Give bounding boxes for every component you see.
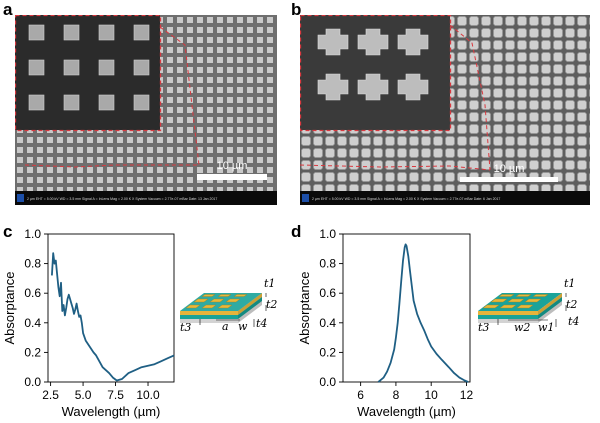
y-tick-label: 0.0 — [319, 375, 336, 389]
scale-bar-b — [460, 177, 558, 182]
scale-bar-label-a: 10 µm — [217, 160, 248, 172]
schematic-label-t4: t4 — [568, 315, 579, 328]
sem-svg-a: 10 µm 2 µm EHT = 5.00 kV WD = 3.5 mm Sig… — [15, 15, 277, 205]
y-axis-label: Absorptance — [2, 272, 17, 345]
chart-c: 0.0 0.2 0.4 0.6 0.8 1.0 2.5 5.0 7.5 10.0 Wavelengt… — [2, 227, 175, 419]
x-tick-label: 8 — [393, 388, 400, 402]
panel-letter-d: d — [291, 222, 302, 241]
y-tick-label: 0.2 — [319, 345, 336, 359]
y-tick-label: 0.2 — [24, 345, 41, 359]
y-tick-label: 0.6 — [24, 286, 41, 300]
y-tick-label: 0.4 — [319, 316, 336, 330]
panel-letter-a: a — [3, 0, 13, 19]
sem-footer-b: 2 µm EHT = 5.00 kV WD = 3.5 mm Signal A … — [312, 197, 500, 201]
scale-bar-a — [197, 174, 267, 180]
y-tick-label: 0.6 — [319, 286, 336, 300]
x-tick-label: 10 — [425, 388, 439, 402]
x-tick-label: 5.0 — [75, 388, 92, 402]
sem-footer-a: 2 µm EHT = 5.00 kV WD = 3.5 mm Signal A … — [27, 197, 217, 201]
schematic-label-t3: t3 — [180, 321, 191, 334]
x-tick-label: 10.0 — [136, 388, 160, 402]
schematic-label-t1: t1 — [264, 277, 275, 290]
schematic-label-t1: t1 — [564, 277, 575, 290]
panel-letter-c: c — [3, 222, 13, 241]
zeiss-logo-icon — [17, 194, 24, 202]
y-tick-label: 0.4 — [24, 316, 41, 330]
x-axis-label: Wavelength (µm) — [357, 404, 456, 419]
schematic-c: t1 t2 t3 t4 a w — [180, 277, 277, 334]
y-tick-label: 1.0 — [24, 227, 41, 241]
y-axis-label: Absorptance — [297, 272, 312, 345]
x-tick-label: 2.5 — [42, 388, 59, 402]
y-tick-label: 0.8 — [319, 257, 336, 271]
plot-frame — [47, 233, 175, 383]
schematic-label-w1: w1 — [538, 321, 554, 334]
schematic-label-t3: t3 — [478, 321, 489, 334]
schematic-label-w2: w2 — [514, 321, 530, 334]
x-tick-label: 7.5 — [107, 388, 124, 402]
y-tick-label: 0.0 — [24, 375, 41, 389]
scale-bar-label-b: 10 µm — [494, 163, 525, 175]
zeiss-logo-icon — [302, 194, 309, 202]
sem-svg-b: 10 µm 2 µm EHT = 5.00 kV WD = 3.5 mm Sig… — [300, 15, 590, 205]
schematic-label-w: w — [238, 320, 248, 333]
schematic-label-t4: t4 — [256, 317, 267, 330]
x-tick-label: 6 — [357, 388, 364, 402]
schematic-label-a: a — [222, 320, 229, 333]
y-tick-label: 0.8 — [24, 257, 41, 271]
panel-letter-b: b — [291, 0, 302, 19]
sem-image-a: 10 µm 2 µm EHT = 5.00 kV WD = 3.5 mm Sig… — [15, 15, 277, 205]
chart-d: 0.0 0.2 0.4 0.6 0.8 1.0 6 8 10 12 Wavelength (µm) A… — [297, 227, 474, 419]
schematic-d: t1 t2 t3 t4 w2 w1 — [478, 277, 579, 334]
schematic-label-t2: t2 — [566, 298, 577, 311]
absorptance-series-line — [377, 243, 469, 383]
x-axis-label: Wavelength (µm) — [62, 404, 161, 419]
schematic-label-t2: t2 — [266, 298, 277, 311]
absorptance-series-line — [51, 252, 175, 382]
plot-frame — [342, 233, 471, 383]
x-tick-label: 12 — [460, 388, 474, 402]
sem-image-b: 10 µm 2 µm EHT = 5.00 kV WD = 3.5 mm Sig… — [300, 15, 590, 205]
y-tick-label: 1.0 — [319, 227, 336, 241]
